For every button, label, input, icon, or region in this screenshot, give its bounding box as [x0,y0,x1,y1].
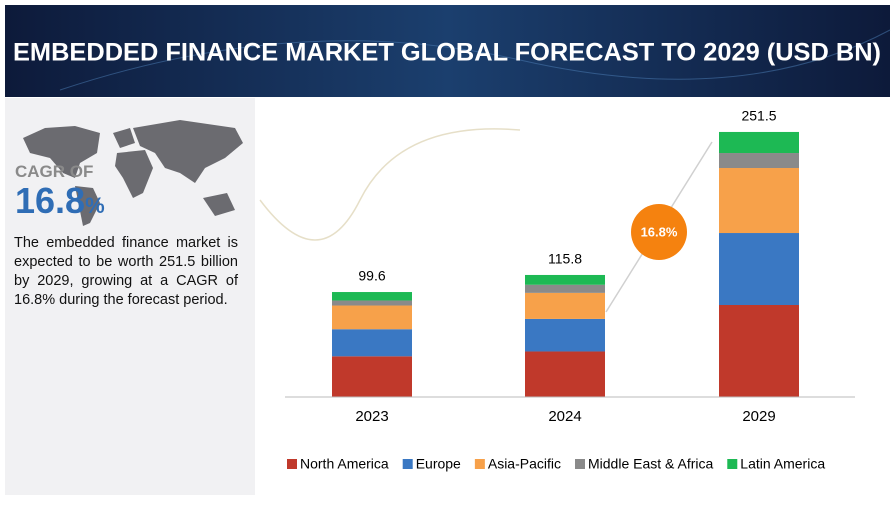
legend-label: Middle East & Africa [588,456,713,472]
cagr-number: 16.8 [15,180,86,221]
world-map [23,120,243,226]
legend-swatch [474,459,485,469]
legend-label: Asia-Pacific [488,456,561,472]
sidebar [5,98,255,495]
bar-segment [525,274,605,285]
header-band [5,5,890,97]
legend-label: Latin America [740,456,825,472]
total-label: 99.6 [358,268,385,284]
bar-segment [719,167,799,234]
legend-swatch [575,459,585,469]
legend-swatch [402,459,413,469]
legend-label: Europe [416,456,461,472]
x-tick-label: 2029 [742,408,775,425]
bar-segment [332,329,412,357]
badge-label: 16.8% [641,224,678,239]
bar-segment [719,131,799,154]
total-label: 251.5 [741,108,776,124]
legend-swatch [727,459,738,469]
bar-segment [719,153,799,168]
legend-swatch [287,459,297,469]
badge-circle [631,204,687,260]
bar-segment [332,300,412,306]
cagr-value: 16.8% [15,180,105,222]
cagr-label: CAGR OF [15,162,94,181]
bar-segment [525,318,605,352]
bar-segment [525,292,605,319]
total-label: 115.8 [548,251,582,267]
header-decor [59,29,891,91]
bar-segment [525,351,605,397]
title: EMBEDDED FINANCE MARKET GLOBAL FORECAST … [13,39,881,67]
bar-segment [719,304,799,397]
x-tick-label: 2023 [355,408,388,425]
bar-segment [332,292,412,301]
bar-segment [719,233,799,305]
legend-label: North America [300,456,389,472]
bar-segment [332,305,412,330]
description: The embedded finance market is expected … [14,235,238,308]
bar-segment [332,356,412,397]
decor-curve [259,128,521,241]
bar-segment [525,284,605,293]
cagr-unit: % [85,193,105,218]
x-tick-label: 2024 [548,408,581,425]
